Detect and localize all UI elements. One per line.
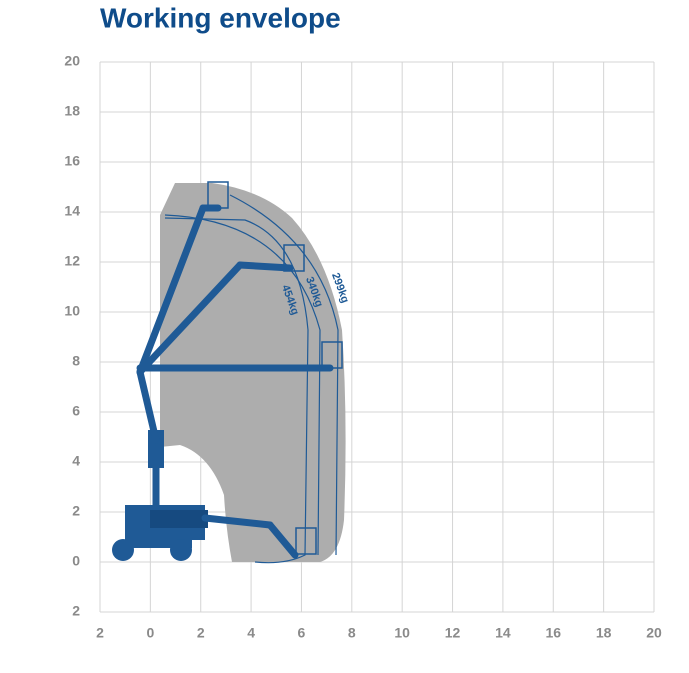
- y-tick-label: 0: [72, 553, 80, 569]
- y-tick-label: 18: [64, 103, 80, 119]
- y-tick-label: 2: [72, 603, 80, 619]
- x-tick-label: 16: [545, 625, 561, 641]
- x-tick-label: 2: [96, 625, 104, 641]
- x-tick-label: 14: [495, 625, 511, 641]
- y-tick-label: 14: [64, 203, 80, 219]
- x-tick-label: 12: [445, 625, 461, 641]
- y-tick-label: 8: [72, 353, 80, 369]
- lift-machine: [112, 181, 343, 561]
- envelope: [160, 183, 346, 562]
- x-tick-label: 4: [247, 625, 255, 641]
- x-tick-label: 6: [298, 625, 306, 641]
- y-tick-label: 10: [64, 303, 80, 319]
- y-tick-label: 12: [64, 253, 80, 269]
- y-tick-label: 20: [64, 53, 80, 69]
- title: Working envelope: [100, 2, 341, 33]
- x-tick-label: 8: [348, 625, 356, 641]
- y-tick-label: 16: [64, 153, 80, 169]
- x-tick-label: 20: [646, 625, 662, 641]
- x-tick-label: 0: [146, 625, 154, 641]
- y-tick-label: 2: [72, 503, 80, 519]
- x-tick-label: 18: [596, 625, 612, 641]
- y-tick-label: 6: [72, 403, 80, 419]
- x-tick-label: 2: [197, 625, 205, 641]
- x-tick-label: 10: [394, 625, 410, 641]
- y-tick-label: 4: [72, 453, 80, 469]
